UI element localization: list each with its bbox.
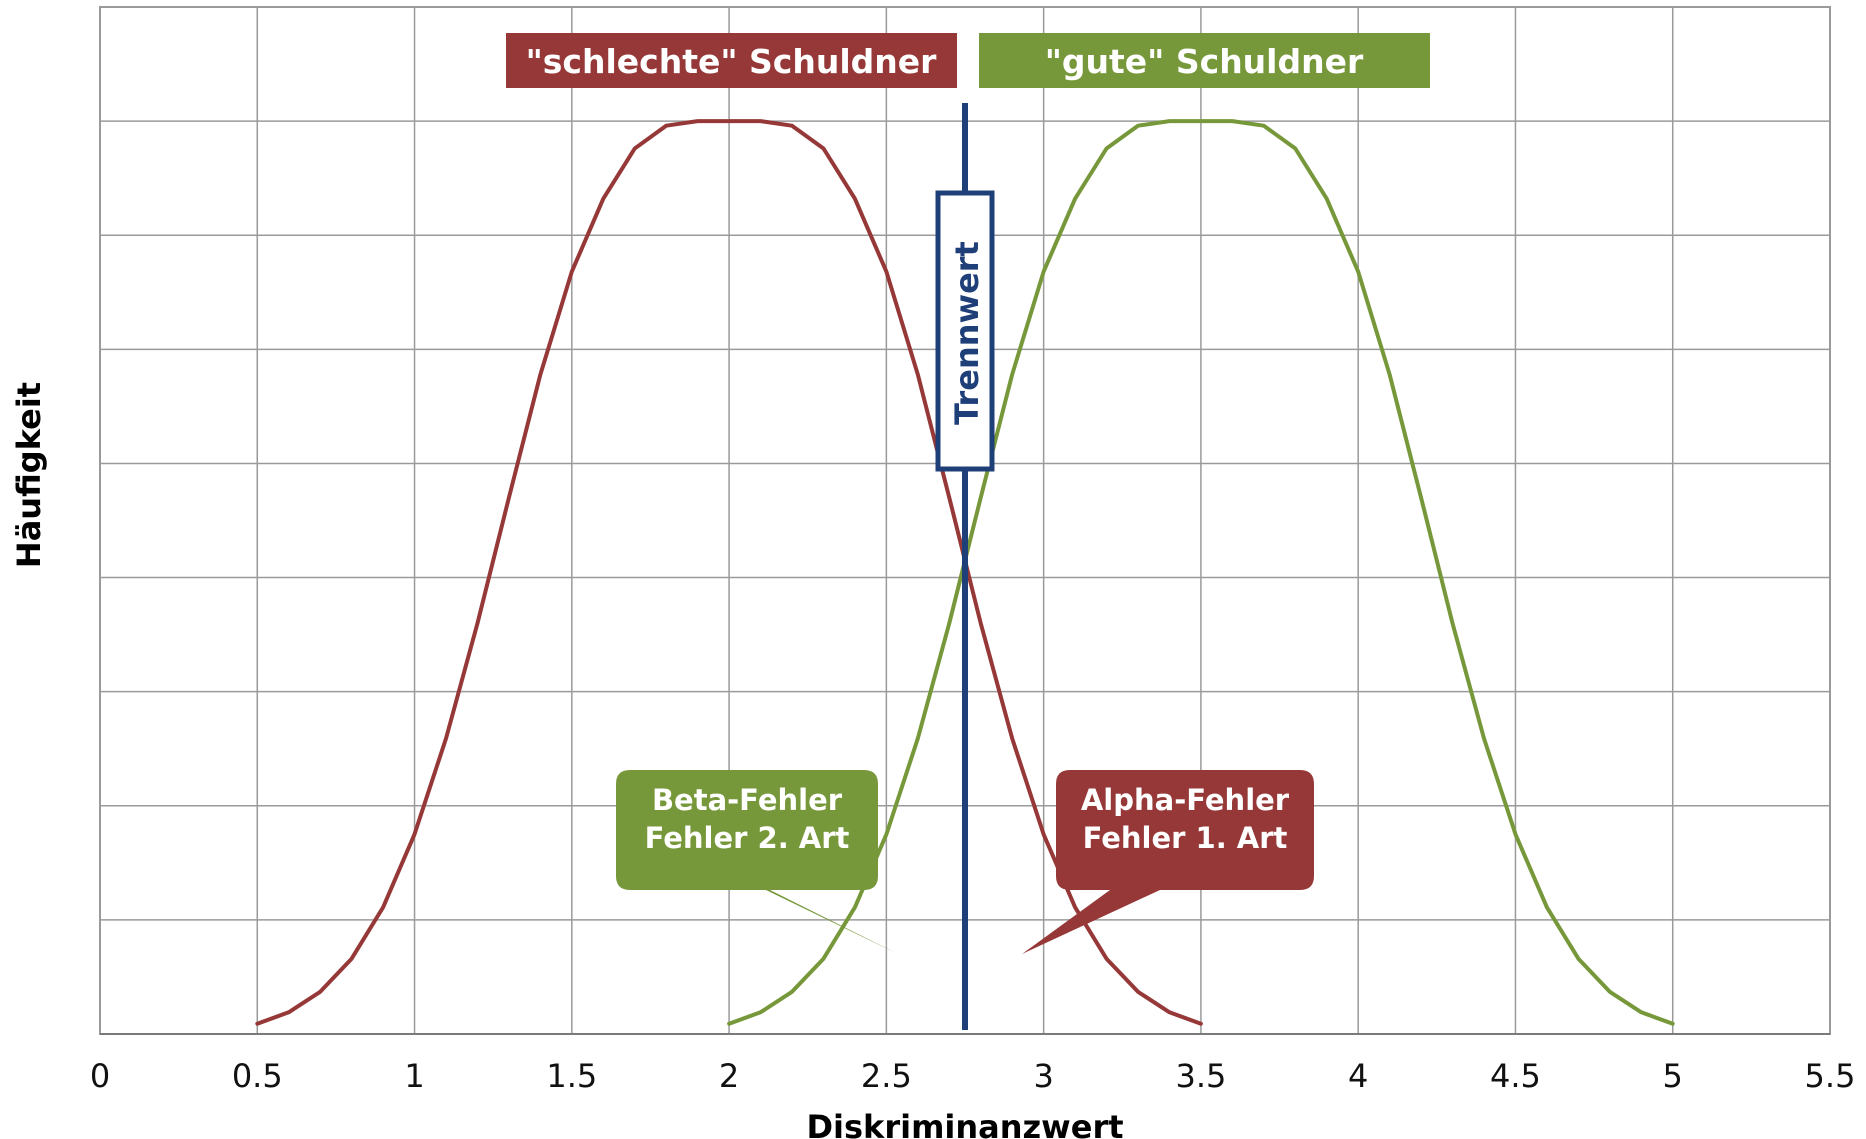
x-tick-label: 1.5: [546, 1057, 597, 1095]
alpha-error-callout: [1022, 770, 1314, 954]
x-tick-label: 3: [1033, 1057, 1053, 1095]
x-tick-label: 2: [719, 1057, 739, 1095]
good-debtors-banner-label: "gute" Schuldner: [1045, 42, 1364, 81]
curves: [255, 119, 1675, 1026]
good-debtors-curve: [727, 119, 1675, 1026]
alpha-error-line-1: Alpha-Fehler: [1081, 783, 1290, 817]
x-tick-label: 0.5: [232, 1057, 283, 1095]
threshold-marker: [935, 103, 995, 1030]
beta-error-line-1: Beta-Fehler: [652, 783, 843, 817]
x-axis-title: Diskriminanzwert: [806, 1108, 1123, 1139]
x-tick-label: 4: [1348, 1057, 1368, 1095]
x-tick-label: 5.5: [1805, 1057, 1856, 1095]
alpha-error-line-2: Fehler 1. Art: [1083, 821, 1288, 855]
x-tick-label: 0: [90, 1057, 110, 1095]
x-tick-label: 2.5: [861, 1057, 912, 1095]
y-axis-title: Häufigkeit: [10, 382, 48, 568]
bad-debtors-banner-label: "schlechte" Schuldner: [526, 42, 938, 81]
x-tick-label: 5: [1663, 1057, 1683, 1095]
good-debtors-banner: [979, 33, 1430, 88]
x-tick-label: 4.5: [1490, 1057, 1541, 1095]
bad-debtors-banner: [506, 33, 957, 88]
beta-error-line-2: Fehler 2. Art: [645, 821, 850, 855]
beta-error-callout: [616, 770, 898, 954]
x-tick-labels: 0 0.5 1 1.5 2 2.5 3 3.5 4 4.5 5 5.5: [90, 1057, 1856, 1095]
threshold-label: Trennwert: [948, 241, 986, 425]
bad-debtors-curve: [255, 119, 1203, 1026]
x-tick-label: 3.5: [1175, 1057, 1226, 1095]
threshold-label-box: [935, 190, 995, 472]
x-tick-label: 1: [404, 1057, 424, 1095]
